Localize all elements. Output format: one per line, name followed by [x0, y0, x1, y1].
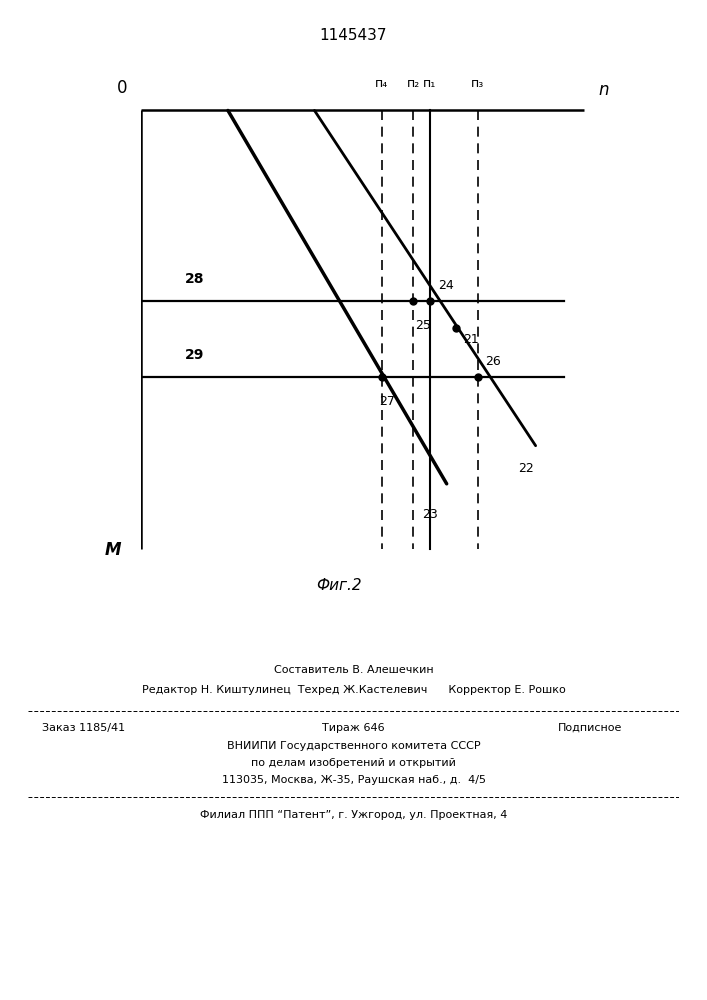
Text: 21: 21: [464, 333, 479, 346]
Text: n: n: [598, 81, 609, 99]
Text: п₂: п₂: [407, 77, 420, 90]
Text: 22: 22: [518, 462, 534, 475]
Text: Филиал ППП “Патент”, г. Ужгород, ул. Проектная, 4: Филиал ППП “Патент”, г. Ужгород, ул. Про…: [200, 810, 507, 820]
Text: Фиг.2: Фиг.2: [317, 578, 362, 592]
Text: 0: 0: [117, 79, 127, 97]
Text: п₁: п₁: [423, 77, 436, 90]
Text: 27: 27: [380, 395, 395, 408]
Text: Подписное: Подписное: [558, 723, 622, 733]
Text: 23: 23: [422, 508, 438, 521]
Text: 24: 24: [438, 279, 455, 292]
Text: ВНИИПИ Государственного комитета СССР: ВНИИПИ Государственного комитета СССР: [227, 741, 480, 751]
Text: Тираж 646: Тираж 646: [322, 723, 385, 733]
Text: Составитель В. Алешечкин: Составитель В. Алешечкин: [274, 665, 433, 675]
Text: Заказ 1185/41: Заказ 1185/41: [42, 723, 126, 733]
Text: 25: 25: [416, 319, 431, 332]
Text: 26: 26: [485, 355, 501, 368]
Text: 28: 28: [185, 272, 204, 286]
Text: 113035, Москва, Ж-35, Раушская наб., д.  4/5: 113035, Москва, Ж-35, Раушская наб., д. …: [221, 775, 486, 785]
Text: M: M: [105, 541, 121, 559]
Text: п₄: п₄: [375, 77, 388, 90]
Text: п₃: п₃: [472, 77, 484, 90]
Text: Редактор Н. Киштулинец  Техред Ж.Кастелевич      Корректор Е. Рошко: Редактор Н. Киштулинец Техред Ж.Кастелев…: [141, 685, 566, 695]
Text: 29: 29: [185, 348, 204, 362]
Text: по делам изобретений и открытий: по делам изобретений и открытий: [251, 758, 456, 768]
Text: 1145437: 1145437: [320, 27, 387, 42]
